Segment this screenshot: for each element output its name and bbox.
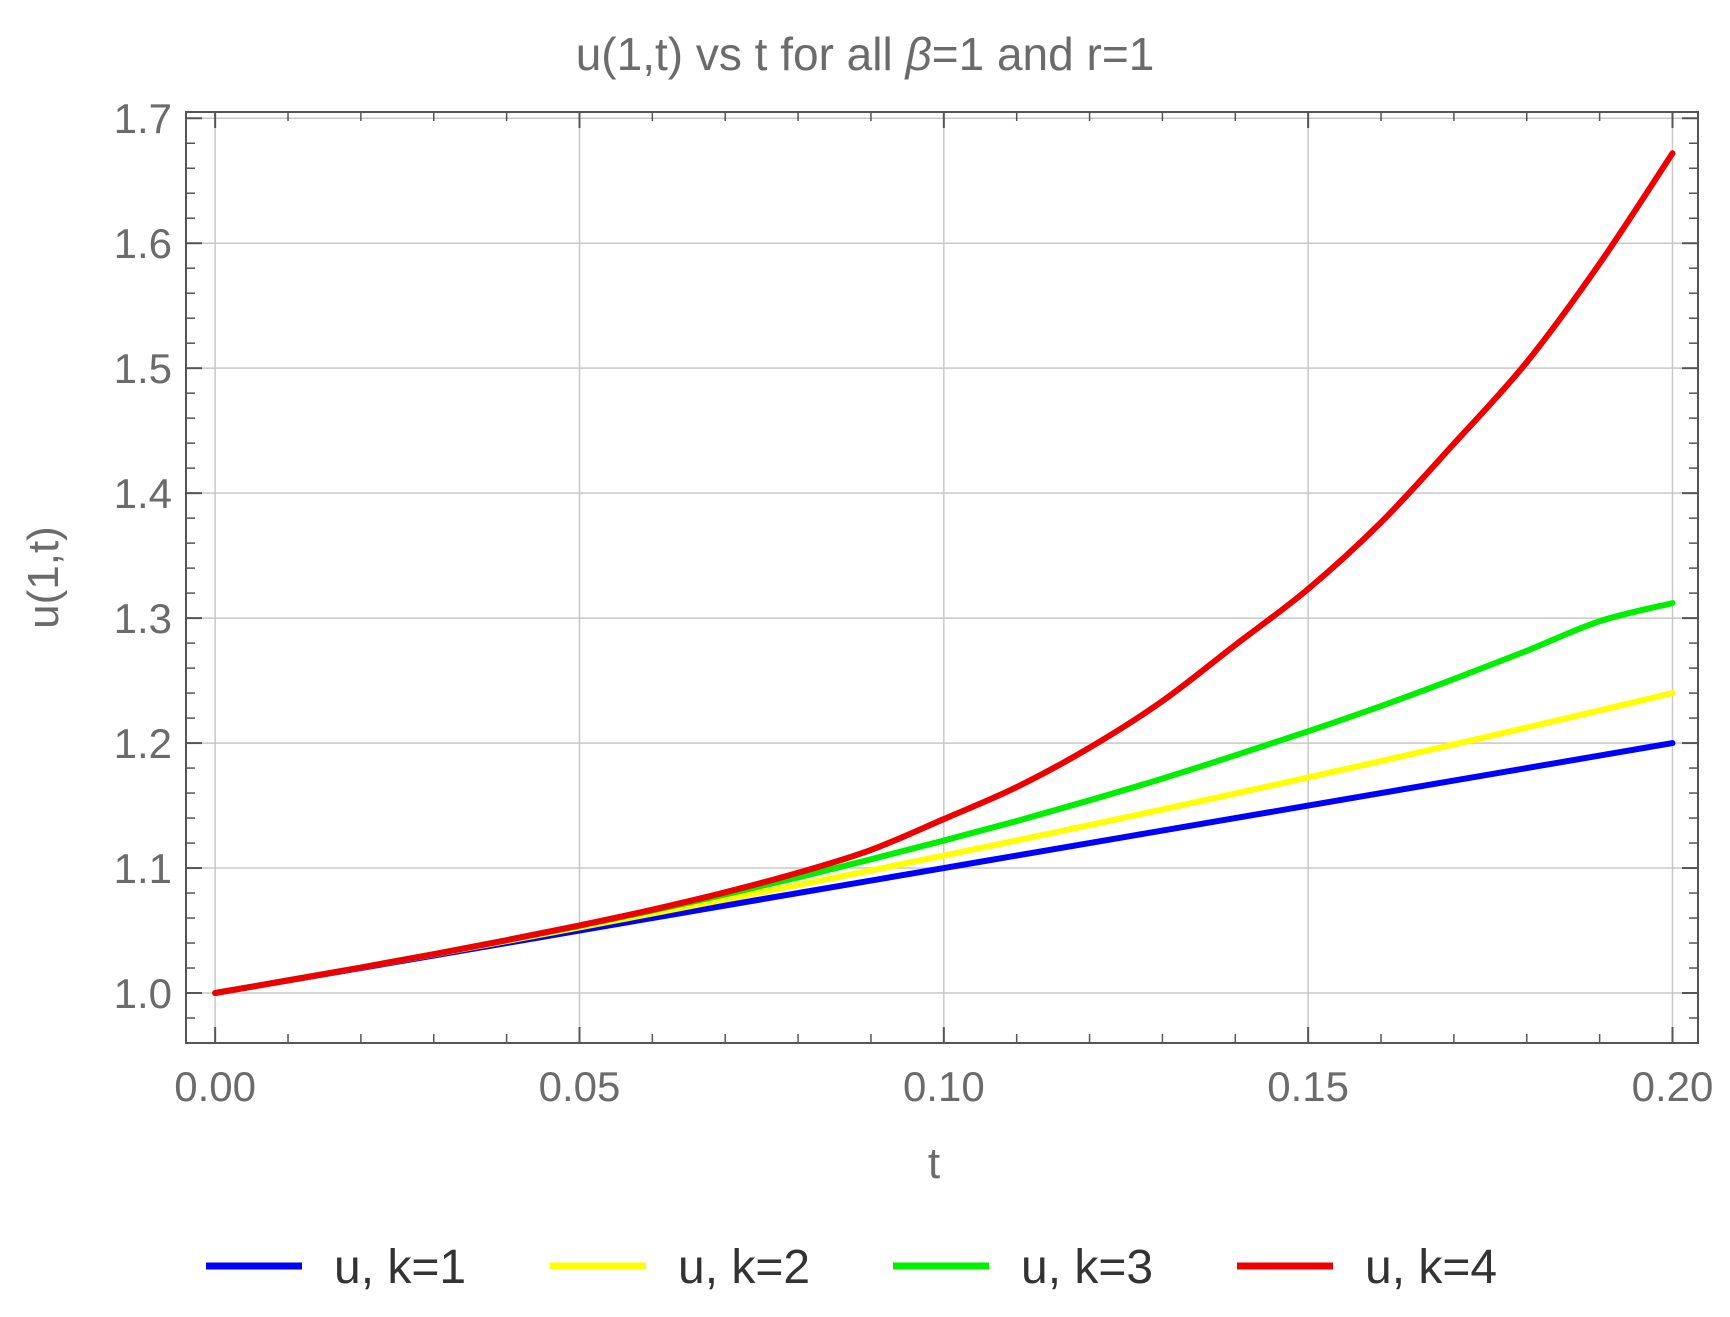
title-prefix: u(1,t) vs t for all [576,28,906,80]
legend-label-k4: u, k=4 [1365,1241,1497,1294]
y-tick-label: 1.4 [114,470,172,517]
chart-title: u(1,t) vs t for all β=1 and r=1 [576,28,1155,80]
x-tick-label: 0.15 [1267,1063,1349,1110]
y-axis-label: u(1,t) [19,526,68,629]
x-axis-label: t [928,1139,940,1188]
y-tick-label: 1.0 [114,970,172,1017]
series-line-k4 [212,150,1676,997]
x-tick-label: 0.20 [1632,1063,1714,1110]
y-tick-label: 1.6 [114,220,172,267]
axis-ticks [186,112,1698,1044]
y-tick-label: 1.1 [114,845,172,892]
legend-label-k2: u, k=2 [678,1241,810,1294]
plot-frame [185,111,1699,1044]
title-suffix: =1 and r=1 [932,28,1155,80]
tick-labels: 0.00 0.05 0.10 0.15 0.20 1.0 1.1 1.2 1.3 1.4 1.5 1.… [114,95,1714,1110]
x-tick-label: 0.00 [174,1063,256,1110]
y-tick-label: 1.5 [114,345,172,392]
y-tick-label: 1.3 [114,595,172,642]
x-tick-label: 0.10 [903,1063,985,1110]
y-tick-label: 1.2 [114,720,172,767]
legend: u, k=1 u, k=2 u, k=3 u, k=4 [206,1241,1497,1294]
y-tick-label: 1.7 [114,95,172,142]
x-tick-label: 0.05 [539,1063,621,1110]
title-beta-symbol: β [903,28,931,80]
series-lines [212,150,1676,997]
legend-label-k3: u, k=3 [1021,1241,1153,1294]
grid-lines [186,112,1698,1043]
legend-label-k1: u, k=1 [334,1241,466,1294]
